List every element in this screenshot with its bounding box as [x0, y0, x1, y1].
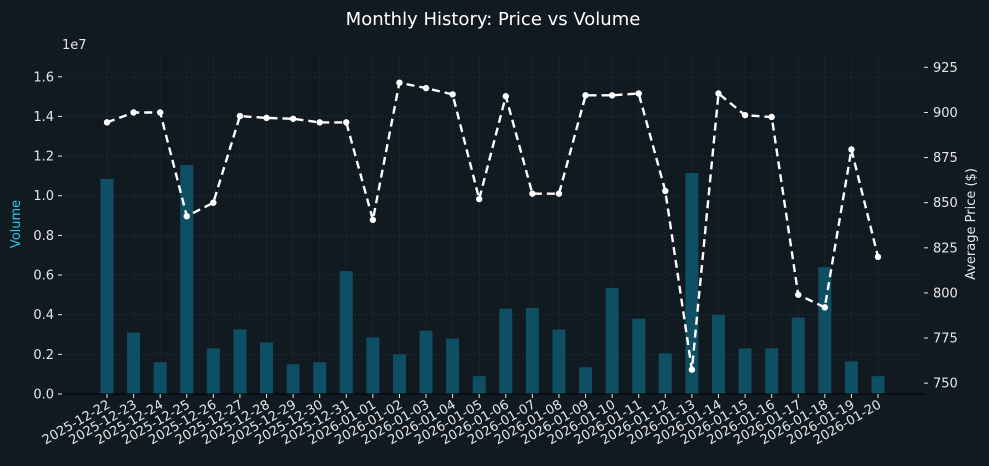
volume-bar	[313, 362, 327, 394]
y-right-tick-label: 850	[933, 196, 958, 211]
price-point	[316, 119, 323, 126]
volume-bar	[658, 353, 672, 394]
volume-bar	[392, 354, 406, 394]
volume-bar	[765, 348, 779, 394]
y-left-tick-label: 0.4	[33, 308, 54, 323]
volume-bar	[419, 330, 433, 394]
volume-bar	[446, 338, 460, 394]
y-left-tick-label: 0.8	[33, 229, 54, 244]
price-line	[103, 79, 882, 373]
volume-bar	[525, 307, 539, 394]
y-left-axis-label: Volume	[9, 200, 24, 248]
volume-bar	[180, 165, 194, 394]
y-left-tick-label: 1.4	[33, 110, 54, 125]
y-right-tick-label: 925	[933, 61, 958, 76]
price-point	[608, 92, 616, 99]
price-point	[582, 92, 589, 99]
price-point	[821, 304, 829, 311]
y-left-tick-label: 0.6	[33, 269, 54, 284]
volume-bar	[579, 367, 593, 394]
y-left-offset-label: 1e7	[62, 38, 87, 53]
y-left-tick-label: 0.0	[33, 388, 54, 403]
y-left-tick-label: 1.6	[33, 70, 54, 85]
y-left-tick-label: 1.2	[33, 150, 54, 165]
y-right-tick-label: 750	[933, 377, 958, 392]
volume-bar	[605, 287, 619, 394]
y-right-tick-label: 800	[933, 286, 958, 301]
volume-bar	[339, 271, 353, 394]
volume-bar	[233, 329, 247, 394]
volume-bar	[844, 361, 858, 394]
y-right-tick-label: 900	[933, 106, 958, 121]
price-point	[449, 91, 456, 98]
price-point	[130, 109, 137, 116]
y-right-axis-label: Average Price ($)	[964, 168, 979, 280]
volume-bar	[552, 329, 566, 394]
price-point	[741, 111, 749, 119]
price-point	[289, 115, 297, 122]
volume-bar	[100, 178, 114, 394]
price-point	[662, 187, 669, 195]
price-point	[555, 190, 563, 197]
price-point	[795, 291, 802, 298]
chart-title: Monthly History: Price vs Volume	[346, 9, 641, 30]
price-point	[156, 109, 164, 116]
volume-bars	[100, 165, 885, 394]
volume-bar	[685, 172, 699, 394]
volume-bar	[206, 348, 220, 394]
price-point	[768, 113, 775, 121]
price-point	[874, 253, 882, 261]
volume-bar	[127, 332, 141, 394]
volume-bar	[711, 314, 725, 394]
price-point	[502, 93, 509, 100]
volume-bar	[366, 337, 380, 394]
price-point	[529, 190, 536, 197]
price-point	[476, 195, 483, 203]
volume-bar	[632, 318, 646, 394]
volume-bar	[153, 362, 167, 394]
price-point	[183, 213, 190, 220]
price-point	[396, 79, 403, 86]
price-point	[369, 216, 377, 224]
volume-bar	[472, 376, 486, 394]
volume-bar	[871, 376, 885, 394]
price-point	[422, 84, 430, 92]
y-left-tick-label: 1.0	[33, 189, 54, 204]
tick-labels: 0.0 0.2 0.4 0.6 0.8 1.0 1.2 1.4 1.6 750 775 800 825 8…	[33, 61, 958, 448]
price-line-path	[106, 81, 880, 371]
volume-bar	[738, 348, 752, 394]
price-point	[848, 146, 855, 153]
price-point	[635, 90, 642, 97]
price-point	[688, 366, 696, 373]
y-right-tick-label: 775	[933, 332, 958, 347]
price-point	[715, 90, 722, 97]
volume-bar	[791, 317, 805, 394]
price-point	[210, 199, 217, 206]
price-point	[236, 112, 244, 120]
price-point	[103, 119, 111, 126]
price-point	[343, 119, 350, 126]
price-point	[263, 114, 270, 122]
volume-bar	[286, 364, 300, 394]
volume-bar	[818, 267, 832, 394]
volume-bar	[499, 308, 513, 394]
y-left-tick-label: 0.2	[33, 348, 54, 363]
y-right-tick-label: 875	[933, 151, 958, 166]
volume-bar	[260, 342, 274, 394]
y-right-tick-label: 825	[933, 241, 958, 256]
